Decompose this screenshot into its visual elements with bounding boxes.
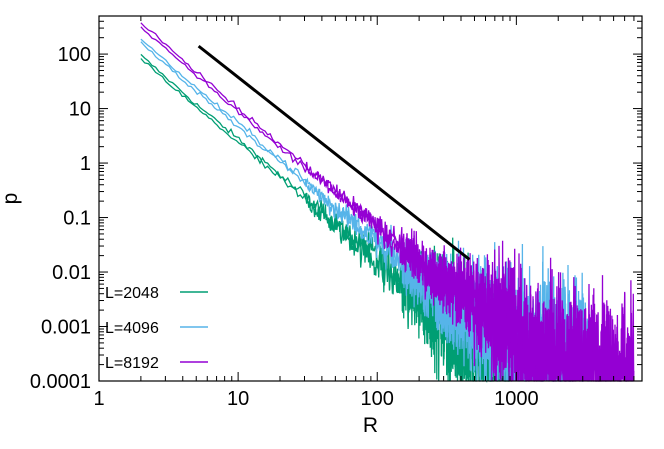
x-tick-label: 100	[361, 388, 394, 410]
legend-label-l-2048: L=2048	[105, 285, 159, 302]
y-tick-label: 0.1	[63, 208, 91, 230]
series-layer	[140, 22, 635, 383]
x-tick-label: 10	[227, 388, 249, 410]
y-tick-label: 100	[58, 44, 91, 66]
series-line-l-8192-lower	[140, 26, 635, 382]
reference-line-layer	[197, 44, 471, 261]
x-tick-label: 1000	[494, 388, 539, 410]
y-tick-label: 0.0001	[30, 371, 91, 393]
y-axis-label: p	[0, 193, 22, 205]
x-axis-label: R	[363, 414, 378, 437]
legend-label-l-8192: L=8192	[105, 355, 159, 372]
y-tick-label: 1	[80, 153, 91, 175]
y-tick-label: 0.01	[52, 262, 91, 284]
x-tick-label: 1	[93, 388, 104, 410]
legend-label-l-4096: L=4096	[105, 320, 159, 337]
y-tick-label: 10	[69, 99, 91, 121]
legend: L=2048 L=4096 L=8192	[105, 285, 208, 372]
tick-layer: 1 10 100 1000 0.0001 0.001 0.01 0.1 1 10 100	[30, 15, 643, 410]
reference-slope-line	[197, 44, 471, 261]
y-tick-label: 0.001	[41, 317, 91, 339]
